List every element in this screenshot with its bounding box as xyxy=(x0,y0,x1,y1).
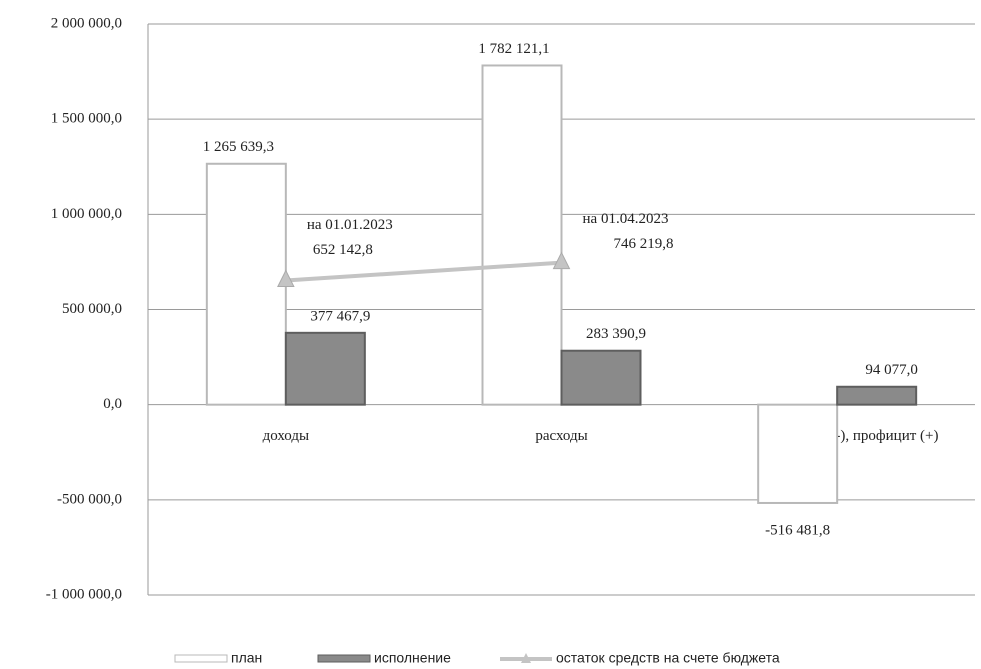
value-label: 1 265 639,3 xyxy=(203,139,274,155)
value-label: 652 142,8 xyxy=(313,242,373,258)
y-tick-label: -500 000,0 xyxy=(57,491,122,507)
y-tick-label: 2 000 000,0 xyxy=(51,15,122,31)
value-label: 746 219,8 xyxy=(614,236,674,252)
bar xyxy=(481,64,563,406)
point-label: на 01.04.2023 xyxy=(583,211,669,227)
bar xyxy=(284,331,366,406)
legend-swatch xyxy=(174,654,228,663)
value-label: 1 782 121,1 xyxy=(478,41,549,57)
x-tick-label: доходы xyxy=(263,428,309,444)
legend-label: остаток средств на счете бюджета xyxy=(556,650,780,666)
value-label: -516 481,8 xyxy=(765,522,830,538)
point-label: на 01.01.2023 xyxy=(307,217,393,233)
y-tick-label: 1 500 000,0 xyxy=(51,111,122,127)
marker xyxy=(552,251,571,270)
value-label: 377 467,9 xyxy=(310,308,370,324)
bar xyxy=(205,162,287,406)
y-tick-label: 1 000 000,0 xyxy=(51,206,122,222)
bar xyxy=(757,403,839,504)
bar xyxy=(836,385,918,406)
y-tick-label: -1 000 000,0 xyxy=(46,586,122,602)
x-tick-label: расходы xyxy=(535,428,587,444)
bar xyxy=(560,349,642,406)
line xyxy=(285,260,562,283)
legend-swatch xyxy=(317,654,371,663)
y-tick-label: 500 000,0 xyxy=(62,301,122,317)
legend-marker xyxy=(521,653,531,663)
legend-label: план xyxy=(231,650,262,666)
y-tick-label: 0,0 xyxy=(103,396,122,412)
marker xyxy=(277,269,295,288)
value-label: 283 390,9 xyxy=(586,326,646,342)
value-label: 94 077,0 xyxy=(865,362,918,378)
legend-label: исполнение xyxy=(374,650,451,666)
